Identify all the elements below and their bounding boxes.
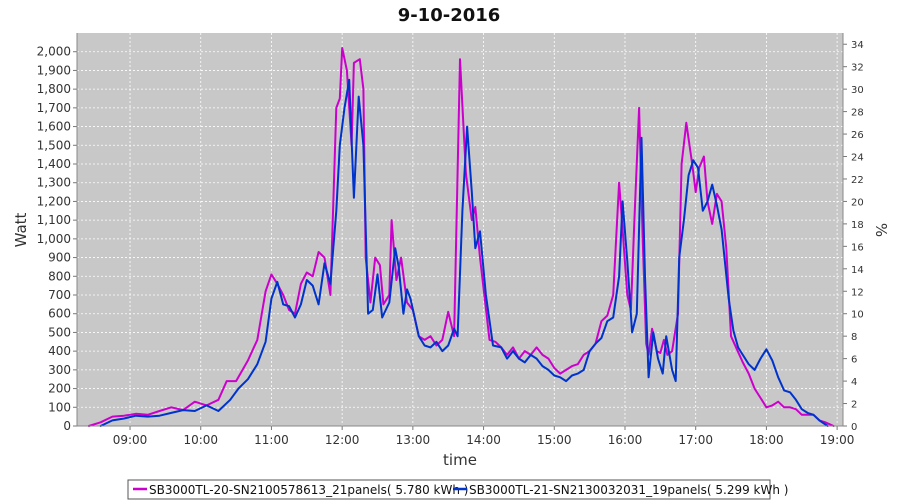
y-tick-label: 1,500	[37, 138, 71, 152]
y-tick-label: 1,300	[37, 176, 71, 190]
y2-tick-label: 28	[851, 108, 864, 119]
x-tick-label: 11:00	[254, 433, 289, 447]
legend-label-series-2: SB3000TL-21-SN2130032031_19panels( 5.299…	[469, 483, 788, 497]
y2-tick-label: 8	[851, 332, 857, 343]
y-tick-label: 2,000	[37, 45, 71, 59]
series-line-2	[99, 78, 829, 427]
x-tick-label: 18:00	[749, 433, 784, 447]
x-axis-title: time	[443, 451, 477, 469]
x-tick-label: 17:00	[678, 433, 713, 447]
legend-box	[127, 479, 771, 500]
x-tick-label: 16:00	[608, 433, 643, 447]
y-tick-label: 700	[48, 288, 71, 302]
y-tick-label: 1,400	[37, 157, 71, 171]
y2-tick-label: 22	[851, 175, 864, 186]
y-tick-label: 400	[48, 344, 71, 358]
y2-tick-label: 30	[851, 85, 864, 96]
y2-tick-label: 2	[851, 400, 857, 411]
y2-tick-label: 14	[851, 265, 864, 276]
x-tick-label: 15:00	[537, 433, 572, 447]
y-tick-label: 0	[63, 419, 71, 433]
y-tick-label: 1,700	[37, 101, 71, 115]
y-tick-label: 300	[48, 363, 71, 377]
y-axis-title: Watt	[12, 212, 30, 247]
y-tick-label: 1,600	[37, 120, 71, 134]
x-tick-label: 09:00	[113, 433, 148, 447]
x-tick-label: 12:00	[325, 433, 360, 447]
y-tick-label: 100	[48, 400, 71, 414]
legend-label-series-1: SB3000TL-20-SN2100578613_21panels( 5.780…	[149, 483, 468, 497]
y-tick-label: 1,000	[37, 232, 71, 246]
y2-tick-label: 10	[851, 310, 864, 321]
x-tick-label: 14:00	[466, 433, 501, 447]
series-layer	[87, 47, 835, 427]
legend: SB3000TL-20-SN2100578613_21panels( 5.780…	[127, 479, 788, 500]
x-tick-label: 10:00	[183, 433, 218, 447]
y-tick-label: 500	[48, 325, 71, 339]
axis-layer: 01002003004005006007008009001,0001,1001,…	[37, 33, 864, 447]
x-tick-label: 19:00	[820, 433, 855, 447]
y-tick-label: 800	[48, 269, 71, 283]
y2-tick-label: 34	[851, 40, 864, 51]
y-tick-label: 1,900	[37, 63, 71, 77]
y-tick-label: 600	[48, 307, 71, 321]
y2-tick-label: 0	[851, 422, 857, 433]
y2-tick-label: 32	[851, 63, 864, 74]
y2-tick-label: 4	[851, 377, 857, 388]
y-tick-label: 1,800	[37, 82, 71, 96]
y2-tick-label: 16	[851, 242, 864, 253]
chart-title: 9-10-2016	[398, 5, 501, 26]
y2-tick-label: 20	[851, 197, 864, 208]
y2-tick-label: 26	[851, 130, 864, 141]
y-tick-label: 1,100	[37, 213, 71, 227]
y2-tick-label: 18	[851, 220, 864, 231]
y2-tick-label: 6	[851, 355, 857, 366]
y-tick-label: 1,200	[37, 194, 71, 208]
y-tick-label: 900	[48, 251, 71, 265]
y2-axis-title: %	[872, 223, 890, 237]
y-tick-label: 200	[48, 382, 71, 396]
y2-tick-label: 24	[851, 153, 864, 164]
y2-tick-label: 12	[851, 287, 864, 298]
x-tick-label: 13:00	[396, 433, 431, 447]
